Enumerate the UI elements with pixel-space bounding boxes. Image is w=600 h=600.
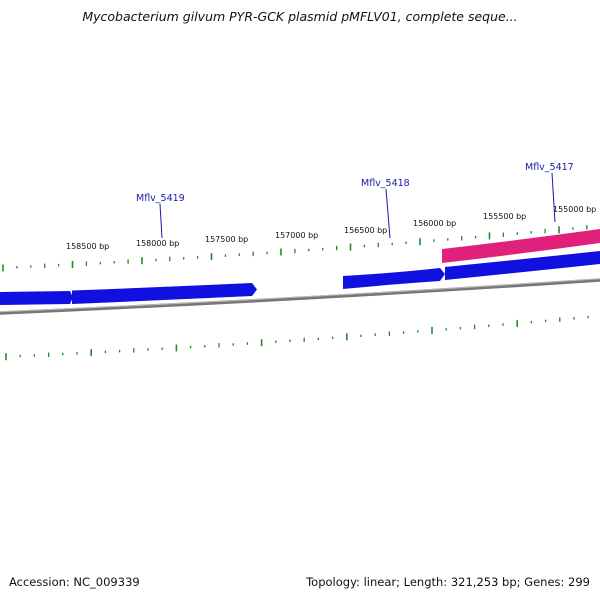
outer-tick-track	[2, 225, 588, 272]
gene-label-mflv-5419[interactable]: Mflv_5419	[136, 193, 185, 204]
gene-arrow-mflv-5418[interactable]	[343, 268, 445, 289]
ruler-label: 158500 bp	[66, 242, 109, 251]
inner-tick-track	[5, 315, 589, 361]
gene-labels: Mflv_5419 Mflv_5418 Mflv_5417	[136, 162, 574, 239]
gene-label-leader	[385, 188, 391, 239]
ruler-label: 156000 bp	[413, 219, 456, 228]
ruler-label: 158000 bp	[136, 239, 179, 248]
gene-arrow-mflv-5417-forward[interactable]	[445, 251, 600, 280]
accession-text: Accession: NC_009339	[9, 575, 140, 589]
gene-label-leader	[159, 203, 163, 239]
ruler-label: 155000 bp	[553, 205, 596, 214]
ruler-label: 155500 bp	[483, 212, 526, 221]
gene-track	[0, 229, 600, 305]
topology-stats-text: Topology: linear; Length: 321,253 bp; Ge…	[306, 575, 590, 589]
plasmid-backbone	[0, 278, 600, 315]
ruler-labels: 158500 bp 158000 bp 157500 bp 157000 bp …	[66, 205, 596, 251]
gene-label-leader	[551, 172, 556, 223]
plasmid-backbone-highlight	[0, 278, 600, 313]
ruler-label: 157500 bp	[205, 235, 248, 244]
ruler-label: 156500 bp	[344, 226, 387, 235]
gene-label-mflv-5418[interactable]: Mflv_5418	[361, 178, 410, 189]
map-title: Mycobacterium gilvum PYR-GCK plasmid pMF…	[82, 9, 518, 24]
gene-arrow-mflv-5419[interactable]	[72, 283, 257, 304]
gene-label-mflv-5417[interactable]: Mflv_5417	[525, 162, 574, 173]
gene-arrow-left-edge[interactable]	[0, 291, 73, 305]
gene-arrow-mflv-5417-reverse[interactable]	[442, 229, 600, 263]
ruler-label: 157000 bp	[275, 231, 318, 240]
